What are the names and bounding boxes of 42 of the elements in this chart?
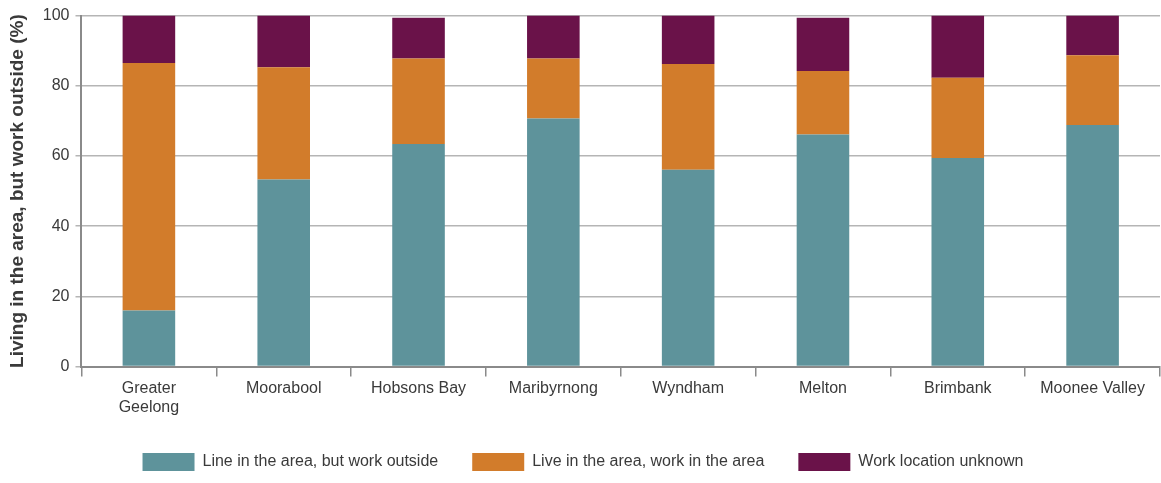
bar bbox=[527, 15, 580, 59]
bar bbox=[392, 144, 445, 366]
bar bbox=[122, 15, 176, 63]
legend-label: Live in the area, work in the area bbox=[532, 452, 765, 470]
bar bbox=[796, 134, 850, 366]
bar bbox=[796, 71, 850, 135]
bar bbox=[392, 17, 445, 59]
y-tick-label: 100 bbox=[42, 6, 70, 24]
y-tick-label: 20 bbox=[51, 286, 70, 304]
bar bbox=[527, 118, 580, 366]
bar bbox=[257, 15, 310, 68]
x-tick-label: Maribyrnong bbox=[508, 378, 598, 396]
bar bbox=[122, 310, 176, 366]
bar bbox=[931, 77, 985, 159]
x-tick-label: Moorabool bbox=[245, 378, 322, 396]
bar bbox=[527, 58, 580, 119]
y-axis-title: Living in the area, but work outside (%) bbox=[5, 14, 27, 368]
bar bbox=[661, 15, 715, 65]
legend-label: Line in the area, but work outside bbox=[202, 452, 439, 470]
y-tick-label: 60 bbox=[51, 146, 70, 164]
x-tick-label: Brimbank bbox=[923, 378, 993, 396]
x-tick-label: Greater Geelong bbox=[118, 378, 180, 415]
bar bbox=[392, 58, 445, 145]
x-tick-label: Melton bbox=[798, 378, 847, 396]
bar bbox=[661, 169, 715, 366]
y-tick-label: 40 bbox=[51, 216, 70, 234]
bar bbox=[1066, 125, 1119, 366]
bar bbox=[257, 67, 310, 180]
legend-label: Work location unknown bbox=[858, 452, 1024, 470]
x-tick-label: Hobsons Bay bbox=[370, 378, 467, 396]
bar bbox=[661, 64, 715, 170]
bar bbox=[931, 158, 985, 366]
x-tick-label: Moonee Valley bbox=[1040, 378, 1145, 396]
x-tick-label: Wyndham bbox=[652, 378, 725, 396]
bar bbox=[1066, 15, 1119, 56]
bar bbox=[1066, 55, 1119, 126]
bar bbox=[122, 62, 176, 311]
bar bbox=[931, 15, 985, 78]
y-tick-label: 0 bbox=[60, 357, 70, 375]
bar bbox=[796, 17, 850, 72]
bar bbox=[257, 179, 310, 366]
y-tick-label: 80 bbox=[51, 76, 70, 94]
